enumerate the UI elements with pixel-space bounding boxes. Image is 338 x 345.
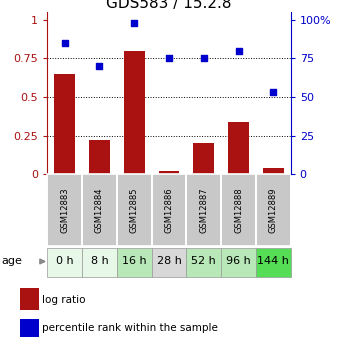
Text: GSM12885: GSM12885 [130, 187, 139, 233]
Bar [54, 74, 75, 174]
Bar [82, 174, 117, 246]
Text: percentile rank within the sample: percentile rank within the sample [42, 323, 218, 333]
Bar [186, 174, 221, 246]
Bar [117, 174, 152, 246]
Bar [117, 248, 152, 276]
Bar [186, 248, 221, 276]
Bar [221, 248, 256, 276]
Bar [193, 143, 214, 174]
Bar [20, 287, 39, 310]
Text: GSM12887: GSM12887 [199, 187, 208, 233]
Bar [89, 140, 110, 174]
Point [131, 20, 137, 26]
Text: GSM12884: GSM12884 [95, 187, 104, 233]
Bar [20, 319, 39, 337]
Point [271, 90, 276, 95]
Text: age: age [2, 256, 23, 266]
Bar [47, 248, 82, 276]
Text: 144 h: 144 h [257, 256, 289, 266]
Bar [152, 174, 186, 246]
Bar [124, 51, 145, 174]
Bar [159, 171, 179, 174]
Bar [82, 248, 117, 276]
Text: 28 h: 28 h [156, 256, 182, 266]
Text: log ratio: log ratio [42, 295, 86, 305]
Point [236, 48, 241, 53]
Text: 16 h: 16 h [122, 256, 147, 266]
Bar [263, 168, 284, 174]
Bar [256, 248, 291, 276]
Bar [228, 122, 249, 174]
Point [97, 63, 102, 69]
Bar [256, 174, 291, 246]
Text: 8 h: 8 h [91, 256, 108, 266]
Text: GSM12883: GSM12883 [60, 187, 69, 233]
Text: GSM12886: GSM12886 [165, 187, 173, 233]
Text: 52 h: 52 h [191, 256, 216, 266]
Text: 96 h: 96 h [226, 256, 251, 266]
Bar [47, 174, 82, 246]
Bar [221, 174, 256, 246]
Text: GSM12888: GSM12888 [234, 187, 243, 233]
Point [201, 56, 207, 61]
Title: GDS583 / 15.2.8: GDS583 / 15.2.8 [106, 0, 232, 11]
Text: 0 h: 0 h [56, 256, 74, 266]
Text: GSM12889: GSM12889 [269, 187, 278, 233]
Bar [152, 248, 186, 276]
Point [166, 56, 172, 61]
Point [62, 40, 67, 46]
